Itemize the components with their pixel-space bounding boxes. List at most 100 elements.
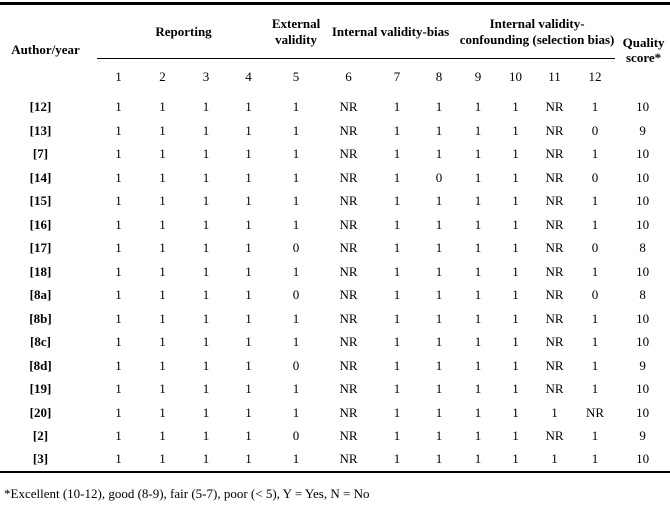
row-value-cell: 1	[245, 451, 252, 467]
row-author-label: [18]	[29, 263, 52, 279]
row-value-cell: 1	[245, 287, 252, 303]
row-value-cell: 1	[512, 334, 519, 350]
row-value-cell: 1	[159, 310, 166, 326]
item-number-4: 4	[245, 69, 252, 85]
row-value-cell: 1	[292, 404, 300, 420]
row-value-cell: 1	[512, 381, 519, 397]
row-value-cell: 1	[159, 240, 166, 256]
row-value-cell: 1	[512, 193, 519, 209]
row-value-cell: 1	[245, 404, 252, 420]
row-value-cell: 1	[435, 287, 443, 303]
row-value-cell: 0	[435, 169, 443, 185]
item-number-3: 3	[202, 69, 210, 85]
row-value-cell: 1	[292, 381, 300, 397]
row-value-cell: 0	[591, 169, 599, 185]
row-value-cell: 1	[115, 146, 122, 162]
row-value-cell: 1	[202, 404, 210, 420]
row-score-cell: 9	[639, 357, 646, 373]
row-value-cell: 1	[245, 99, 252, 115]
row-value-cell: 1	[435, 216, 443, 232]
row-value-cell: 1	[245, 334, 252, 350]
row-value-cell: NR	[339, 451, 358, 467]
row-value-cell: 1	[512, 451, 519, 467]
row-score-cell: 9	[639, 428, 646, 444]
row-value-cell: 1	[202, 263, 210, 279]
row-value-cell: 1	[474, 240, 482, 256]
row-value-cell: NR	[545, 99, 564, 115]
row-value-cell: 1	[393, 193, 401, 209]
row-value-cell: 1	[292, 193, 300, 209]
quality-assessment-table: Author/year Reporting External validity …	[0, 2, 670, 473]
row-value-cell: 0	[591, 122, 599, 138]
row-value-cell: NR	[339, 404, 358, 420]
row-value-cell: 1	[245, 310, 252, 326]
row-value-cell: 1	[202, 169, 210, 185]
row-value-cell: 1	[435, 193, 443, 209]
row-value-cell: 1	[115, 381, 122, 397]
row-value-cell: 1	[474, 263, 482, 279]
row-value-cell: NR	[339, 381, 358, 397]
row-value-cell: 1	[591, 381, 599, 397]
row-value-cell: 1	[435, 99, 443, 115]
row-value-cell: 1	[474, 122, 482, 138]
row-value-cell: 1	[292, 451, 300, 467]
row-value-cell: 1	[591, 146, 599, 162]
row-value-cell: 1	[393, 240, 401, 256]
row-score-cell: 10	[636, 193, 650, 209]
row-value-cell: 1	[591, 99, 599, 115]
row-value-cell: 1	[115, 122, 122, 138]
row-value-cell: 1	[474, 146, 482, 162]
row-score-cell: 10	[636, 310, 650, 326]
row-value-cell: 1	[115, 216, 122, 232]
row-score-cell: 10	[636, 451, 650, 467]
row-value-cell: 1	[115, 428, 122, 444]
row-value-cell: NR	[545, 381, 564, 397]
table-row: [14] 1 1 1 1 1 NR 1 0 1 1 NR 0 10	[0, 166, 670, 190]
row-value-cell: 1	[159, 428, 166, 444]
row-author-label: [8d]	[29, 357, 52, 373]
row-author-label: [8c]	[30, 334, 51, 350]
row-value-cell: NR	[339, 122, 358, 138]
row-value-cell: 1	[202, 287, 210, 303]
row-value-cell: 1	[292, 99, 300, 115]
row-value-cell: 1	[115, 451, 122, 467]
row-value-cell: 1	[474, 357, 482, 373]
table-row: [15] 1 1 1 1 1 NR 1 1 1 1 NR 1 10	[0, 190, 670, 214]
row-value-cell: 1	[115, 193, 122, 209]
row-score-cell: 10	[636, 381, 650, 397]
row-value-cell: 1	[591, 216, 599, 232]
item-number-6: 6	[345, 69, 352, 85]
table-row: [20] 1 1 1 1 1 NR 1 1 1 1 1 NR 10	[0, 401, 670, 425]
row-value-cell: 1	[202, 122, 210, 138]
row-value-cell: NR	[545, 287, 564, 303]
row-value-cell: 1	[202, 381, 210, 397]
row-value-cell: NR	[545, 146, 564, 162]
row-value-cell: NR	[586, 404, 605, 420]
item-number-5: 5	[292, 69, 300, 85]
row-score-cell: 10	[636, 99, 650, 115]
row-value-cell: 0	[292, 240, 300, 256]
row-author-label: [3]	[32, 451, 49, 467]
row-value-cell: 1	[474, 310, 482, 326]
row-value-cell: 1	[292, 122, 300, 138]
row-value-cell: NR	[339, 193, 358, 209]
row-value-cell: 1	[435, 310, 443, 326]
row-value-cell: NR	[545, 334, 564, 350]
row-value-cell: 1	[474, 381, 482, 397]
row-value-cell: 1	[292, 263, 300, 279]
row-value-cell: 1	[591, 334, 599, 350]
row-value-cell: 0	[292, 428, 300, 444]
item-number-row: 1 2 3 4 5 6 7 8 9 10 11 12	[0, 59, 670, 96]
row-value-cell: 1	[159, 193, 166, 209]
row-value-cell: 1	[393, 216, 401, 232]
row-author-label: [16]	[29, 216, 52, 232]
row-value-cell: 1	[393, 451, 401, 467]
row-score-cell: 10	[636, 404, 650, 420]
row-value-cell: 1	[115, 99, 122, 115]
row-value-cell: 1	[474, 404, 482, 420]
table-row: [8b] 1 1 1 1 1 NR 1 1 1 1 NR 1 10	[0, 307, 670, 331]
row-value-cell: 1	[591, 263, 599, 279]
row-value-cell: 1	[393, 122, 401, 138]
row-value-cell: 1	[393, 263, 401, 279]
